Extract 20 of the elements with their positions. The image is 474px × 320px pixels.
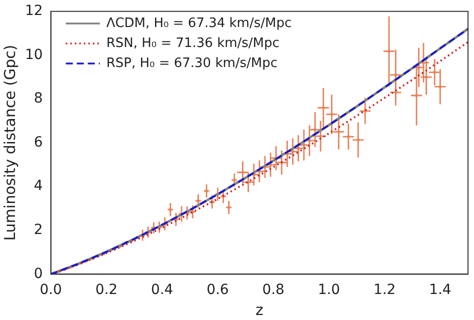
x-tick-label: 0.0 [40, 282, 62, 298]
y-tick-label: 0 [34, 266, 43, 282]
x-tick-label: 0.8 [262, 282, 284, 298]
y-tick-label: 10 [24, 46, 43, 63]
x-tick-label: 0.6 [206, 282, 229, 298]
y-tick-label: 12 [24, 3, 43, 20]
y-tick-label: 6 [34, 134, 43, 150]
x-tick-label: 0.4 [150, 282, 174, 298]
legend-label: RSN, H₀ = 71.36 km/s/Mpc [106, 36, 280, 51]
legend-label: RSP, H₀ = 67.30 km/s/Mpc [106, 56, 278, 71]
y-tick-label: 2 [34, 222, 43, 238]
legend-label: ΛCDM, H₀ = 67.34 km/s/Mpc [106, 16, 292, 31]
y-tick-label: 8 [34, 90, 43, 107]
y-axis-title: Luminosity distance (Gpc) [0, 44, 19, 241]
x-tick-label: 0.2 [95, 282, 118, 298]
x-tick-label: 1.2 [373, 282, 396, 298]
y-tick-label: 4 [34, 178, 43, 194]
x-tick-label: 1.4 [429, 282, 452, 298]
x-axis-title: z [255, 300, 264, 319]
x-tick-label: 1.0 [318, 282, 340, 298]
